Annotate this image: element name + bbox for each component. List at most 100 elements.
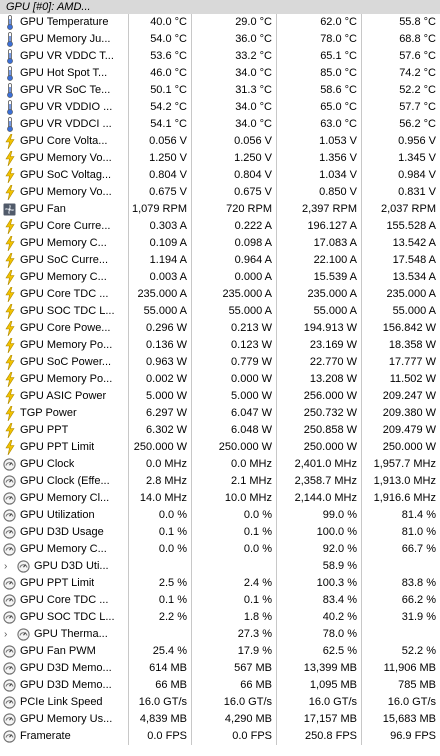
- sensor-row[interactable]: GPU D3D Memo... 614 MB 567 MB 13,399 MB 11,9…: [0, 660, 440, 677]
- sensor-label: GPU SoC Power...: [20, 356, 112, 368]
- gauge-icon: [3, 474, 16, 489]
- sensor-row[interactable]: GPU VR VDDIO ... 54.2 °C 34.0 °C 65.0 °C 57.…: [0, 99, 440, 116]
- average-value: [361, 626, 440, 643]
- sensor-row[interactable]: GPU Memory Po... 0.002 W 0.000 W 13.208 W 11…: [0, 371, 440, 388]
- sensor-label: GPU SOC TDC L...: [20, 611, 115, 623]
- sensor-row[interactable]: GPU Memory C... 0.003 A 0.000 A 15.539 A 13.…: [0, 269, 440, 286]
- sensor-row[interactable]: GPU VR SoC Te... 50.1 °C 31.3 °C 58.6 °C 52.…: [0, 82, 440, 99]
- sensor-row[interactable]: › GPU D3D Uti... 58.9 %: [0, 558, 440, 575]
- max-value: 22.100 A: [313, 254, 357, 266]
- bolt-icon: [3, 134, 16, 149]
- sensor-row[interactable]: GPU SoC Voltag... 0.804 V 0.804 V 1.034 V 0.…: [0, 167, 440, 184]
- sensor-row[interactable]: GPU VR VDDCI ... 54.1 °C 34.0 °C 63.0 °C 56.…: [0, 116, 440, 133]
- sensor-row[interactable]: GPU Core Volta... 0.056 V 0.056 V 1.053 V 0.…: [0, 133, 440, 150]
- sensor-row[interactable]: GPU SOC TDC L... 2.2 % 1.8 % 40.2 % 31.9 %: [0, 609, 440, 626]
- min-value: 36.0 °C: [235, 33, 272, 45]
- bolt-icon: [3, 440, 16, 455]
- average-value: 68.8 °C: [399, 33, 436, 45]
- min-value: 0.0 %: [243, 543, 272, 555]
- sensor-row[interactable]: GPU SoC Curre... 1.194 A 0.964 A 22.100 A 17…: [0, 252, 440, 269]
- sensor-label: GPU D3D Memo...: [20, 662, 112, 674]
- average-value: 81.4 %: [401, 509, 436, 521]
- sensor-name-cell: GPU Memory Po...: [0, 371, 128, 388]
- sensor-row[interactable]: GPU D3D Usage 0.1 % 0.1 % 100.0 % 81.0 %: [0, 524, 440, 541]
- sensor-row[interactable]: GPU VR VDDC T... 53.6 °C 33.2 °C 65.1 °C 57.…: [0, 48, 440, 65]
- sensor-row[interactable]: GPU SoC Power... 0.963 W 0.779 W 22.770 W 17…: [0, 354, 440, 371]
- min-value: 66 MB: [240, 679, 272, 691]
- average-value: 1,957.7 MHz: [373, 458, 436, 470]
- max-value: 13.208 W: [309, 373, 357, 385]
- sensor-name-cell: Framerate: [0, 728, 128, 745]
- sensor-row[interactable]: GPU Fan 1,079 RPM 720 RPM 2,397 RPM 2,037 RP…: [0, 201, 440, 218]
- sensor-label: GPU Core Powe...: [20, 322, 111, 334]
- current-value: 25.4 %: [152, 645, 187, 657]
- min-value: 0.0 MHz: [231, 458, 272, 470]
- sensor-row[interactable]: GPU Clock 0.0 MHz 0.0 MHz 2,401.0 MHz 1,957.…: [0, 456, 440, 473]
- min-value: 29.0 °C: [235, 16, 272, 28]
- sensor-row[interactable]: GPU Memory Po... 0.136 W 0.123 W 23.169 W 18…: [0, 337, 440, 354]
- average-value: 83.8 %: [401, 577, 436, 589]
- current-value: 0.675 V: [149, 186, 187, 198]
- min-value: 567 MB: [234, 662, 272, 674]
- sensor-row[interactable]: GPU Memory C... 0.0 % 0.0 % 92.0 % 66.7 %: [0, 541, 440, 558]
- sensor-label: GPU VR VDDCI ...: [20, 118, 112, 130]
- sensor-row[interactable]: GPU Memory Vo... 0.675 V 0.675 V 0.850 V 0.8…: [0, 184, 440, 201]
- min-value: 0.964 A: [234, 254, 272, 266]
- average-value: 785 MB: [398, 679, 436, 691]
- sensor-row[interactable]: Framerate 0.0 FPS 0.0 FPS 250.8 FPS 96.9 FPS: [0, 728, 440, 745]
- sensor-row[interactable]: GPU Core Curre... 0.303 A 0.222 A 196.127 A…: [0, 218, 440, 235]
- current-value: 55.000 A: [143, 305, 187, 317]
- max-value: 2,358.7 MHz: [294, 475, 357, 487]
- sensor-row[interactable]: GPU Temperature 40.0 °C 29.0 °C 62.0 °C 55.8…: [0, 14, 440, 31]
- sensor-row[interactable]: GPU ASIC Power 5.000 W 5.000 W 256.000 W 209…: [0, 388, 440, 405]
- max-value: 250.732 W: [303, 407, 357, 419]
- max-value: 235.000 A: [307, 288, 357, 300]
- sensor-label: GPU VR VDDC T...: [20, 50, 114, 62]
- sensor-row[interactable]: GPU Fan PWM 25.4 % 17.9 % 62.5 % 52.2 %: [0, 643, 440, 660]
- sensor-row[interactable]: GPU D3D Memo... 66 MB 66 MB 1,095 MB 785 MB: [0, 677, 440, 694]
- sensor-row[interactable]: PCIe Link Speed 16.0 GT/s 16.0 GT/s 16.0 GT…: [0, 694, 440, 711]
- min-value: 55.000 A: [228, 305, 272, 317]
- bolt-icon: [3, 151, 16, 166]
- sensor-label: GPU PPT Limit: [20, 441, 95, 453]
- sensor-row[interactable]: GPU Memory Vo... 1.250 V 1.250 V 1.356 V 1.3…: [0, 150, 440, 167]
- sensor-row[interactable]: GPU SOC TDC L... 55.000 A 55.000 A 55.000 A…: [0, 303, 440, 320]
- sensor-row[interactable]: GPU PPT Limit 250.000 W 250.000 W 250.000 W…: [0, 439, 440, 456]
- gpu-group-header[interactable]: GPU [#0]: AMD...: [0, 0, 440, 14]
- sensor-row[interactable]: GPU Core Powe... 0.296 W 0.213 W 194.913 W 1…: [0, 320, 440, 337]
- current-value: 46.0 °C: [150, 67, 187, 79]
- sensor-label: GPU Fan PWM: [20, 645, 96, 657]
- sensor-row[interactable]: GPU PPT 6.302 W 6.048 W 250.858 W 209.479 W: [0, 422, 440, 439]
- sensor-row[interactable]: GPU Core TDC ... 235.000 A 235.000 A 235.00…: [0, 286, 440, 303]
- sensor-row[interactable]: GPU Memory Ju... 54.0 °C 36.0 °C 78.0 °C 68.…: [0, 31, 440, 48]
- sensor-row[interactable]: GPU Memory Us... 4,839 MB 4,290 MB 17,157 M…: [0, 711, 440, 728]
- sensor-row[interactable]: GPU Hot Spot T... 46.0 °C 34.0 °C 85.0 °C 74…: [0, 65, 440, 82]
- sensor-label: GPU Clock: [20, 458, 75, 470]
- sensor-row[interactable]: GPU Core TDC ... 0.1 % 0.1 % 83.4 % 66.2 %: [0, 592, 440, 609]
- sensor-row[interactable]: GPU Memory C... 0.109 A 0.098 A 17.083 A 13.…: [0, 235, 440, 252]
- average-value: 15,683 MB: [382, 713, 436, 725]
- min-value: 0.804 V: [234, 169, 272, 181]
- sensor-row[interactable]: TGP Power 6.297 W 6.047 W 250.732 W 209.380 …: [0, 405, 440, 422]
- current-value: 14.0 MHz: [139, 492, 187, 504]
- chevron-right-icon[interactable]: ›: [4, 629, 8, 640]
- sensor-row[interactable]: › GPU Therma... 27.3 % 78.0 %: [0, 626, 440, 643]
- max-value: 100.0 %: [316, 526, 357, 538]
- sensor-row[interactable]: GPU Memory Cl... 14.0 MHz 10.0 MHz 2,144.0 …: [0, 490, 440, 507]
- sensor-name-cell: GPU D3D Usage: [0, 524, 128, 541]
- average-value: 31.9 %: [401, 611, 436, 623]
- sensor-row[interactable]: GPU PPT Limit 2.5 % 2.4 % 100.3 % 83.8 %: [0, 575, 440, 592]
- average-value: 1.345 V: [398, 152, 436, 164]
- gpu-group-title: GPU [#0]: AMD...: [6, 1, 91, 13]
- bolt-icon: [3, 321, 16, 336]
- sensor-row[interactable]: GPU Clock (Effe... 2.8 MHz 2.1 MHz 2,358.7 …: [0, 473, 440, 490]
- max-value: 62.5 %: [322, 645, 357, 657]
- average-value: 11.502 W: [389, 373, 436, 385]
- gauge-icon: [3, 661, 16, 676]
- chevron-right-icon[interactable]: ›: [4, 561, 8, 572]
- bolt-icon: [3, 253, 16, 268]
- sensor-name-cell: GPU PPT: [0, 422, 128, 439]
- current-value: 0.0 %: [158, 543, 187, 555]
- sensor-name-cell: PCIe Link Speed: [0, 694, 128, 711]
- sensor-row[interactable]: GPU Utilization 0.0 % 0.0 % 99.0 % 81.4 %: [0, 507, 440, 524]
